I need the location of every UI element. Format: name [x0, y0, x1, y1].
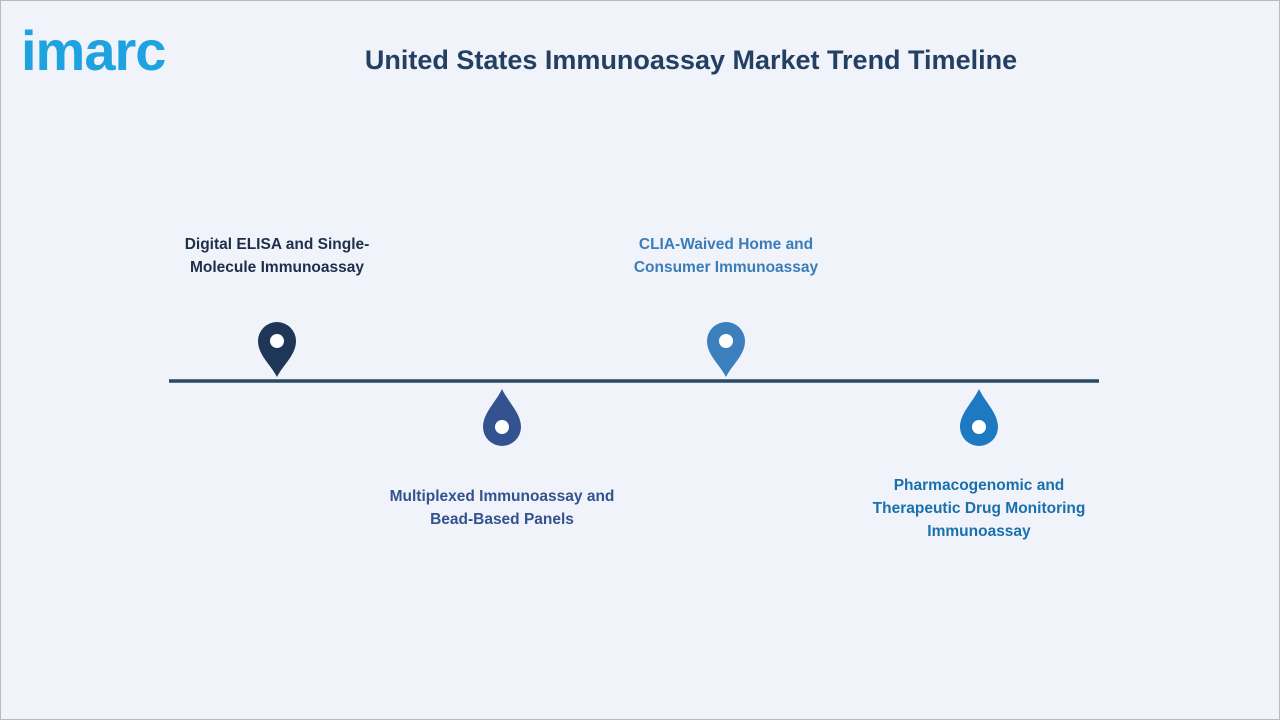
item-label: Multiplexed Immunoassay and Bead-Based P… — [389, 488, 615, 528]
logo: imarc — [21, 19, 166, 82]
item-label: Pharmacogenomic and Therapeutic Drug Mon… — [872, 477, 1086, 540]
item-label: CLIA-Waived Home and Consumer Immunoassa… — [633, 236, 819, 276]
item-label: Digital ELISA and Single-Molecule Immuno… — [184, 236, 370, 276]
pin — [707, 322, 745, 377]
pin — [258, 322, 296, 377]
pin — [960, 389, 998, 446]
pin — [483, 389, 521, 446]
title: United States Immunoassay Market Trend T… — [364, 45, 1018, 75]
